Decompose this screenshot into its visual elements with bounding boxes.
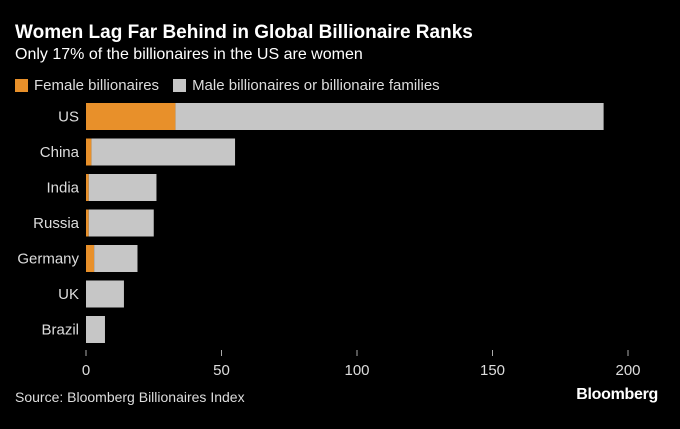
legend-label-male: Male billionaires or billionaire familie… xyxy=(192,77,440,94)
x-tick-label-200: 200 xyxy=(615,362,640,379)
bar-china-male xyxy=(91,138,236,166)
bar-germany-female xyxy=(86,245,95,272)
bar-russia-female xyxy=(86,209,89,237)
bar-uk-male xyxy=(86,280,124,308)
source-note: Source: Bloomberg Billionaires Index xyxy=(15,389,245,405)
x-tick-label-100: 100 xyxy=(344,362,369,379)
category-label-china: China xyxy=(40,144,80,161)
category-label-uk: UK xyxy=(58,286,79,303)
chart-title: Women Lag Far Behind in Global Billionai… xyxy=(15,22,473,43)
category-label-germany: Germany xyxy=(17,251,79,268)
bar-us-female xyxy=(86,103,176,130)
bar-russia-male xyxy=(88,209,154,237)
category-label-india: India xyxy=(46,180,79,197)
legend-label-female: Female billionaires xyxy=(34,77,160,94)
bar-brazil-male xyxy=(86,316,105,343)
bar-india-female xyxy=(86,174,89,201)
bar-us-male xyxy=(175,103,604,130)
legend: Female billionaires Male billionaires or… xyxy=(15,77,454,94)
category-label-russia: Russia xyxy=(33,215,80,232)
category-label-us: US xyxy=(58,109,79,126)
legend-swatch-female xyxy=(15,79,28,92)
bar-china-female xyxy=(86,138,92,166)
bar-germany-male xyxy=(94,245,138,272)
legend-item-female: Female billionaires xyxy=(15,77,159,94)
x-tick-label-0: 0 xyxy=(82,362,90,379)
chart-subtitle: Only 17% of the billionaires in the US a… xyxy=(15,46,363,63)
bloomberg-logo: Bloomberg xyxy=(576,386,658,403)
category-label-brazil: Brazil xyxy=(41,322,79,339)
legend-swatch-male xyxy=(173,79,187,92)
bar-india-male xyxy=(88,174,157,201)
legend-item-male: Male billionaires or billionaire familie… xyxy=(173,77,440,94)
x-tick-label-50: 50 xyxy=(213,362,230,379)
x-tick-label-150: 150 xyxy=(480,362,505,379)
